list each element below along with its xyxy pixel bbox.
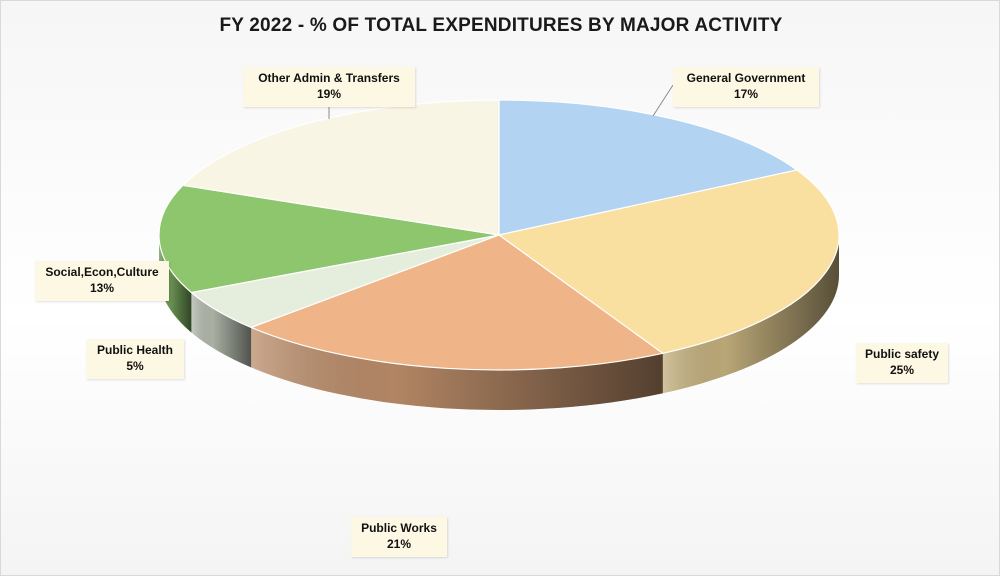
slice-label-other-admin-transfers: Other Admin & Transfers 19% [243, 67, 415, 107]
pie-slice-social-econ-culture [158, 184, 500, 294]
pie-side-public-works-shading [251, 327, 663, 410]
slice-label-public-works: Public Works 21% [351, 517, 447, 557]
pie-slice-other-admin-transfers [182, 99, 500, 236]
pie-slice-general-government [498, 99, 798, 236]
slice-label-social-econ-culture: Social,Econ,Culture 13% [35, 261, 169, 301]
slice-label-public-health: Public Health 5% [86, 339, 184, 379]
pie-side-public-safety-shading [662, 235, 839, 394]
pie-side-public-health-shading [191, 292, 252, 368]
pie-slice-public-safety [498, 169, 840, 354]
slice-label-general-government: General Government 17% [673, 67, 819, 107]
leader-line-general-government [652, 84, 674, 117]
pie-side-social-econ-culture-shading [159, 235, 192, 333]
slice-label-public-safety: Public safety 25% [856, 343, 948, 383]
pie-slice-public-works [250, 234, 664, 371]
chart-title: FY 2022 - % OF TOTAL EXPENDITURES BY MAJ… [219, 15, 783, 36]
